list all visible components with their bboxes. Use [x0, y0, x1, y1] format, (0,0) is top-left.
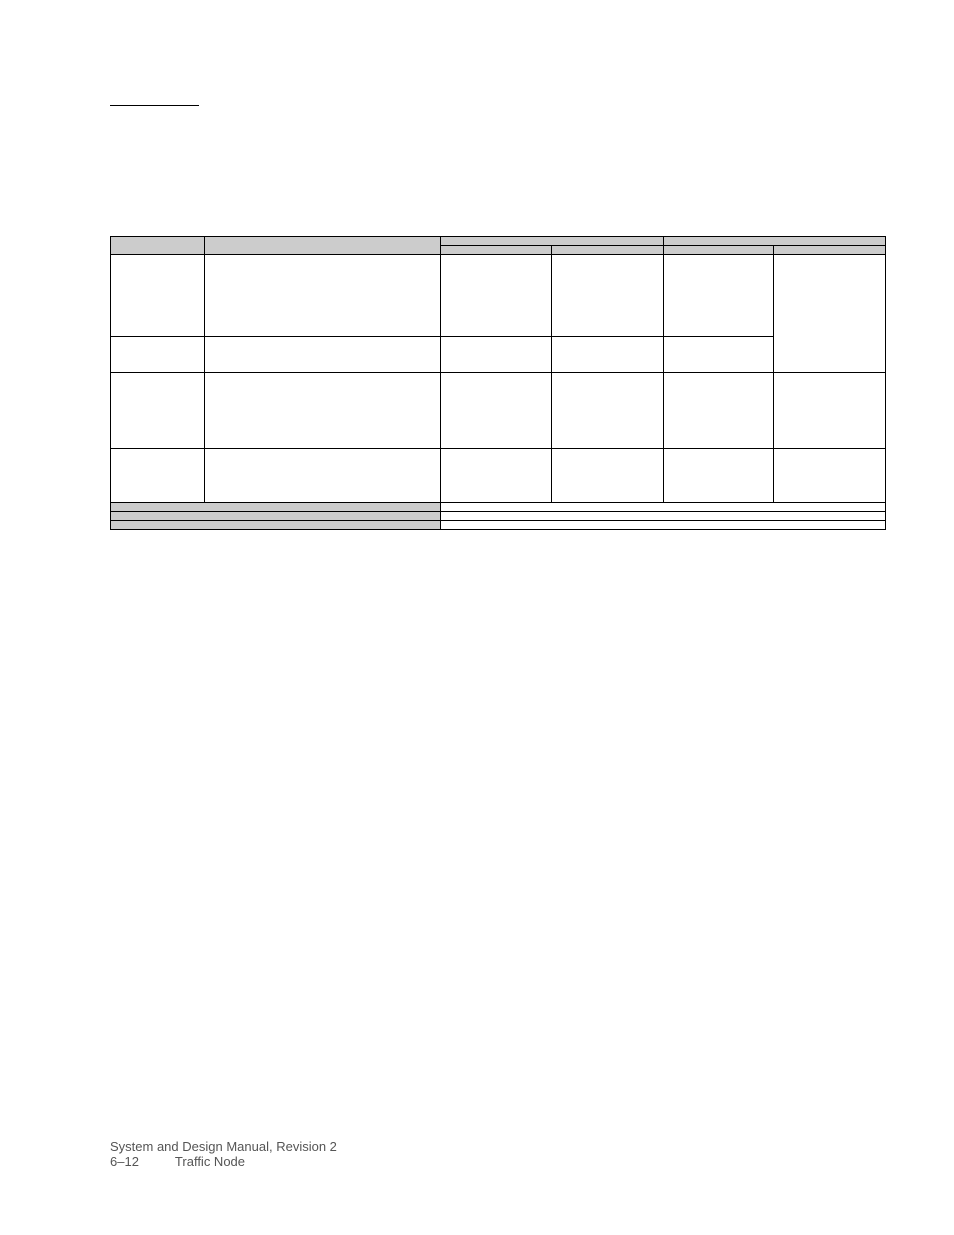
cell — [663, 373, 773, 449]
table-row — [111, 449, 886, 503]
cell — [551, 337, 663, 373]
page-footer: System and Design Manual, Revision 2 6–1… — [110, 1139, 337, 1170]
cell — [551, 373, 663, 449]
header-subcell-4 — [773, 246, 885, 255]
cell — [773, 449, 885, 503]
section-underline — [110, 105, 199, 106]
table-row — [111, 337, 886, 373]
footer-label-cell — [111, 512, 441, 521]
header-cell-data-group — [663, 237, 885, 246]
specification-table — [110, 236, 886, 530]
cell — [441, 449, 551, 503]
header-subcell-2 — [551, 246, 663, 255]
footer-line-2: 6–12 Traffic Node — [110, 1154, 337, 1170]
footer-label-cell — [111, 521, 441, 530]
cell-mod — [204, 337, 441, 373]
cell-freq — [111, 337, 205, 373]
cell — [551, 449, 663, 503]
cell-mod — [204, 255, 441, 337]
footer-label-cell — [111, 503, 441, 512]
cell-freq — [111, 255, 205, 337]
cell — [441, 255, 551, 337]
cell — [663, 337, 773, 373]
cell — [663, 449, 773, 503]
cell — [773, 373, 885, 449]
table-row — [111, 255, 886, 337]
cell-mod — [204, 449, 441, 503]
footer-section: Traffic Node — [175, 1154, 245, 1169]
footer-page-number: 6–12 — [110, 1154, 139, 1169]
header-cell-burst-group — [441, 237, 663, 246]
table-footer-row — [111, 512, 886, 521]
footer-value-cell — [441, 521, 886, 530]
cell-mod — [204, 373, 441, 449]
header-subcell-3 — [663, 246, 773, 255]
cell-freq — [111, 449, 205, 503]
cell — [663, 255, 773, 337]
cell — [441, 373, 551, 449]
header-subcell-1 — [441, 246, 551, 255]
header-cell-mod — [204, 237, 441, 255]
footer-value-cell — [441, 503, 886, 512]
cell-freq — [111, 373, 205, 449]
table-header-row-1 — [111, 237, 886, 246]
cell-merged — [773, 255, 885, 373]
cell — [441, 337, 551, 373]
table-footer-row — [111, 521, 886, 530]
header-cell-freq — [111, 237, 205, 255]
cell — [551, 255, 663, 337]
footer-line-1: System and Design Manual, Revision 2 — [110, 1139, 337, 1155]
table-row — [111, 373, 886, 449]
page-content — [0, 0, 954, 530]
footer-value-cell — [441, 512, 886, 521]
table-footer-row — [111, 503, 886, 512]
